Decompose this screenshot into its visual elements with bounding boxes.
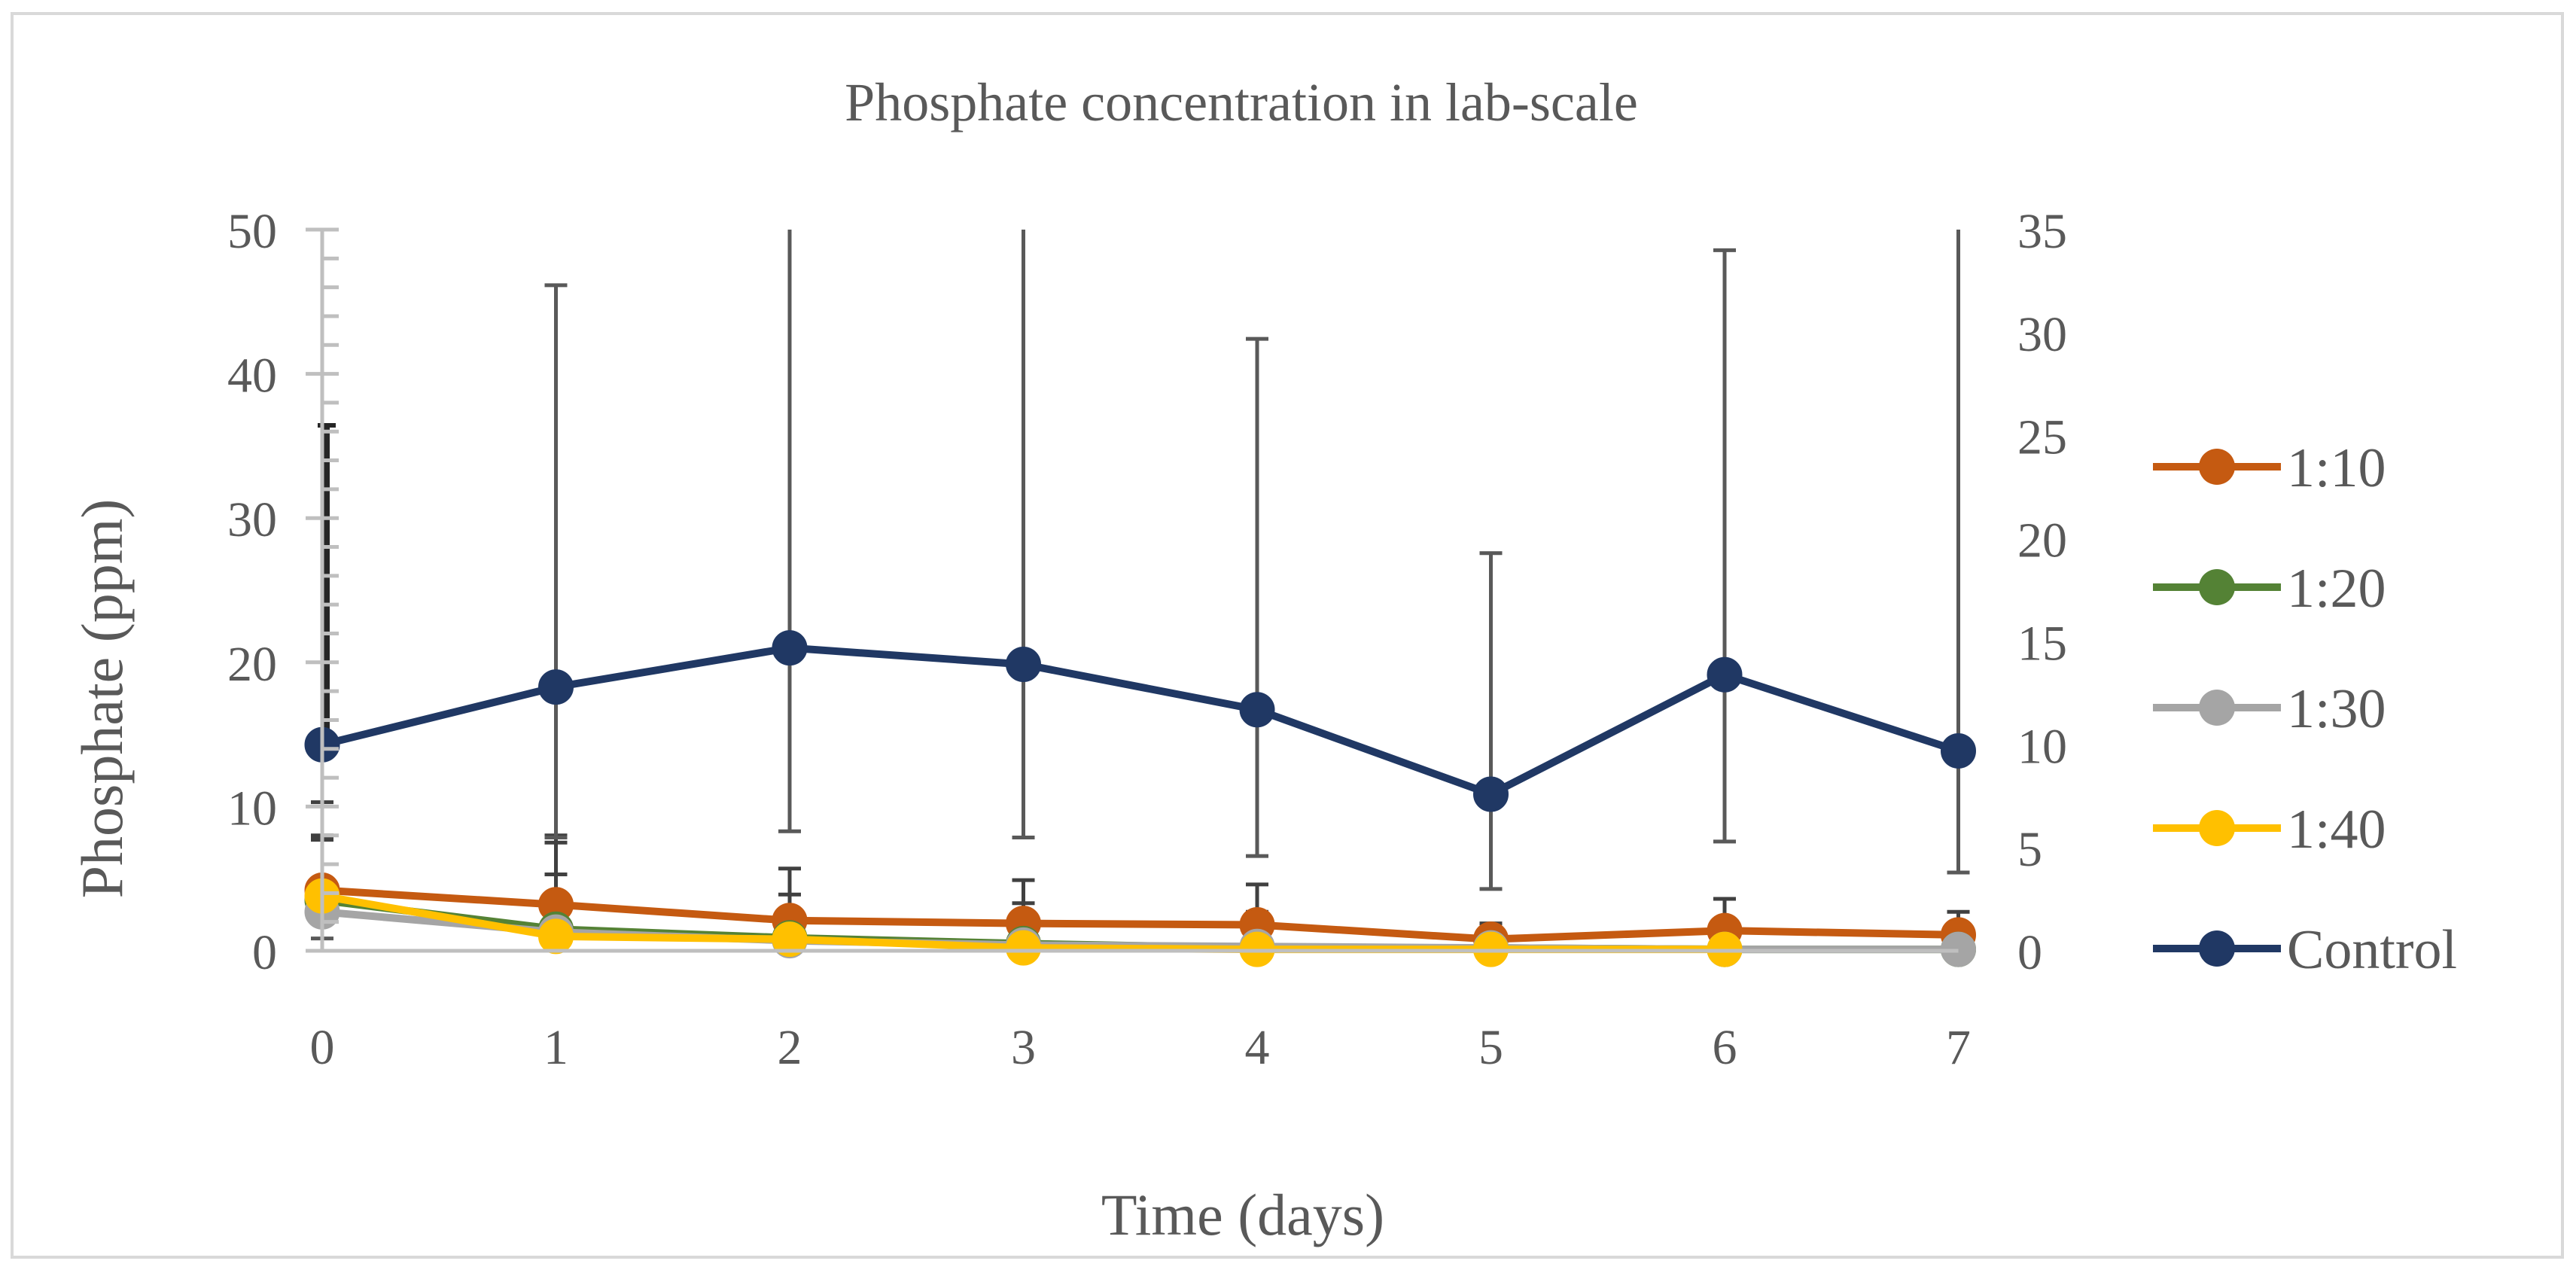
x-tick-label: 6 <box>1713 1020 1737 1075</box>
y-right-tick-label: 30 <box>2017 307 2067 362</box>
y-right-tick-label: 20 <box>2017 513 2067 568</box>
y-left-tick-label: 30 <box>227 492 277 547</box>
y-right-tick-label: 0 <box>2017 925 2042 980</box>
data-point <box>1239 692 1275 728</box>
x-tick-label: 2 <box>778 1020 802 1075</box>
series-line <box>321 644 1960 798</box>
legend-swatch-marker <box>2199 449 2235 485</box>
legend-swatch-marker <box>2199 930 2235 967</box>
x-tick-label: 7 <box>1946 1020 1971 1075</box>
data-point <box>772 921 808 958</box>
x-tick-label: 3 <box>1011 1020 1036 1075</box>
chart-title: Phosphate concentration in lab-scale <box>845 72 1638 132</box>
y-right-tick-label: 15 <box>2017 616 2067 671</box>
legend-swatch-marker <box>2199 690 2235 726</box>
x-tick-label: 5 <box>1478 1020 1503 1075</box>
legend-label: 1:10 <box>2287 437 2386 499</box>
y-left-tick-label: 20 <box>227 637 277 692</box>
legend-label: 1:20 <box>2287 558 2386 620</box>
x-tick-label: 0 <box>310 1020 335 1075</box>
data-point <box>1707 656 1743 693</box>
y-left-tick-label: 10 <box>227 781 277 836</box>
legend-swatch-marker <box>2199 569 2235 605</box>
data-point <box>538 918 574 955</box>
y-left-tick-label: 40 <box>227 349 277 404</box>
data-point <box>1006 647 1041 683</box>
data-point <box>538 669 574 705</box>
y-axis-label: Phosphate (ppm) <box>69 499 135 899</box>
x-tick-label: 1 <box>544 1020 568 1075</box>
y-right-tick-label: 25 <box>2017 410 2067 465</box>
y-left-tick-label: 0 <box>252 925 277 980</box>
y-right-tick-label: 5 <box>2017 822 2042 877</box>
legend-label: 1:40 <box>2287 799 2386 860</box>
legend-label: Control <box>2287 919 2457 981</box>
data-point <box>1941 732 1976 769</box>
data-point <box>1473 776 1509 812</box>
x-tick-label: 4 <box>1245 1020 1270 1075</box>
y-right-tick-label: 10 <box>2017 719 2067 774</box>
legend: 1:10 1:20 1:30 1:40 Control <box>2153 437 2457 981</box>
chart-frame <box>11 12 2564 1259</box>
data-point <box>772 630 808 666</box>
y-left-tick-label: 50 <box>227 204 277 259</box>
legend-label: 1:30 <box>2287 678 2386 740</box>
y-right-tick-label: 35 <box>2017 204 2067 259</box>
legend-swatch-marker <box>2199 810 2235 846</box>
series-line <box>321 886 1959 943</box>
data-point <box>1006 930 1041 966</box>
x-axis-label: Time (days) <box>1101 1182 1384 1247</box>
